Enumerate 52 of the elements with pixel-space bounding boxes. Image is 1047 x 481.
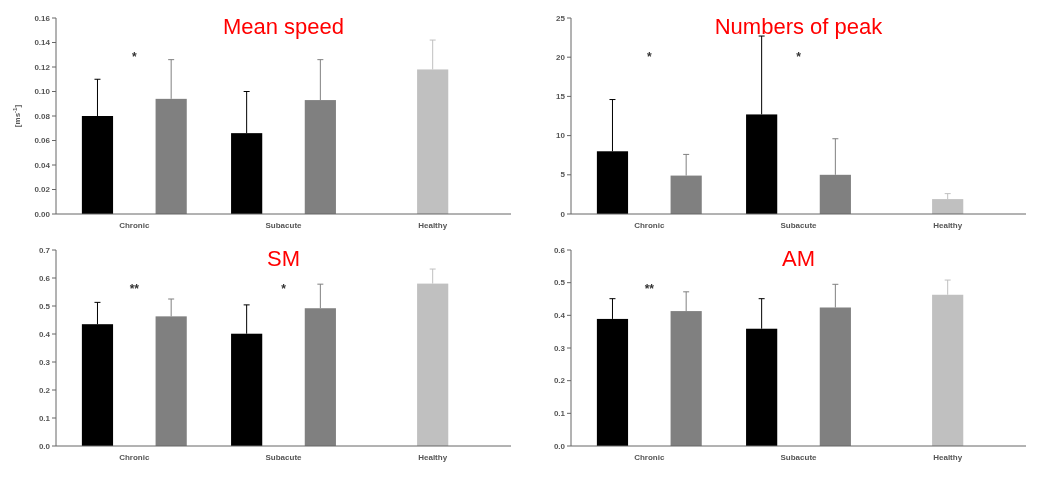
- y-tick-label: 25: [556, 13, 566, 23]
- x-tick-label: Chronic: [119, 221, 150, 230]
- annotation: *: [131, 50, 137, 65]
- y-tick-label: 0.0: [38, 441, 51, 451]
- y-tick-label: 0.06: [34, 136, 51, 146]
- y-tick-label: 5: [560, 170, 566, 180]
- y-tick-label: 0.2: [553, 376, 566, 386]
- x-tick-label: Healthy: [933, 221, 963, 230]
- y-tick-label: 0.6: [38, 273, 51, 283]
- annotation: *: [796, 50, 802, 65]
- y-tick-label: 0.04: [34, 160, 51, 170]
- x-tick-label: Chronic: [119, 453, 150, 462]
- y-tick-label: 0.5: [38, 301, 51, 311]
- y-tick-label: 0.4: [553, 310, 566, 320]
- y-tick-label: 0.12: [34, 62, 51, 72]
- x-tick-label: Subacute: [265, 453, 303, 462]
- y-tick-label: 0.2: [38, 385, 51, 395]
- y-tick-label: 0.1: [553, 408, 566, 418]
- y-tick-label: 0.10: [34, 87, 51, 97]
- x-tick-label: Chronic: [634, 453, 665, 462]
- x-tick-label: Healthy: [418, 453, 448, 462]
- y-tick-label: 0.0: [553, 441, 566, 451]
- y-tick-label: 0.4: [38, 329, 51, 339]
- y-tick-label: 0.7: [38, 245, 51, 255]
- y-tick-label: 10: [556, 131, 566, 141]
- x-tick-label: Subacute: [265, 221, 303, 230]
- y-tick-label: 0.1: [38, 413, 51, 423]
- y-tick-label: 0.08: [34, 111, 51, 121]
- chart-title: Mean speed: [222, 14, 345, 39]
- y-tick-label: 0.5: [553, 278, 566, 288]
- y-tick-label: 15: [556, 91, 566, 101]
- annotation: **: [129, 282, 140, 297]
- annotation: *: [646, 50, 652, 65]
- x-tick-label: Subacute: [780, 453, 818, 462]
- y-tick-label: 0: [560, 209, 566, 219]
- chart-title: SM: [267, 246, 300, 271]
- annotation: **: [644, 282, 655, 297]
- y-tick-label: 0.6: [553, 245, 566, 255]
- chart-title: Numbers of peak: [714, 14, 884, 39]
- annotation: *: [281, 282, 287, 297]
- y-tick-label: 0.00: [34, 209, 51, 219]
- x-tick-label: Subacute: [780, 221, 818, 230]
- x-tick-label: Chronic: [634, 221, 665, 230]
- y-tick-label: 0.16: [34, 13, 51, 23]
- y-tick-label: 20: [556, 52, 566, 62]
- chart-title: AM: [782, 246, 815, 271]
- y-tick-label: 0.02: [34, 185, 51, 195]
- x-tick-label: Healthy: [933, 453, 963, 462]
- y-tick-label: 0.14: [34, 38, 51, 48]
- y-tick-label: 0.3: [553, 343, 566, 353]
- y-tick-label: 0.3: [38, 357, 51, 367]
- x-tick-label: Healthy: [418, 221, 448, 230]
